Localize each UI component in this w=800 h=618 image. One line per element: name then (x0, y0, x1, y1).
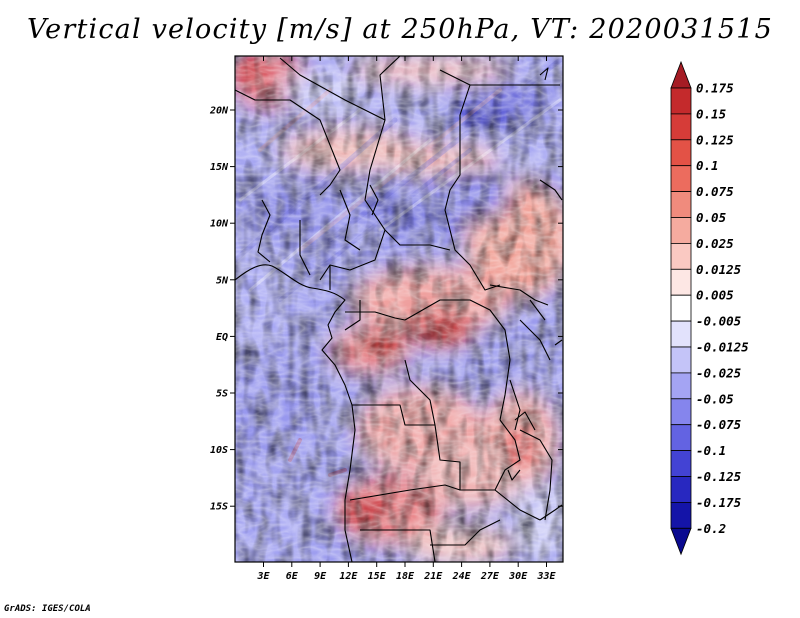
colorbar-label: 0.125 (696, 132, 734, 147)
colorbar-label: -0.175 (696, 495, 742, 510)
lon-tick-label: 12E (339, 571, 358, 582)
colorbar-segment (670, 217, 692, 244)
colorbar-label: 0.025 (696, 236, 734, 251)
colorbar-label: 0.05 (696, 210, 727, 225)
colorbar-label: -0.125 (696, 469, 742, 484)
lat-tick-label: EQ (216, 332, 228, 343)
lon-tick-label: 6E (286, 571, 299, 582)
colorbar-label: -0.005 (696, 314, 742, 329)
lat-tick-label: 15S (210, 502, 228, 513)
latitude-axis: 20N 15N 10N 5N EQ 5S 10S 15S (209, 106, 563, 513)
colorbar-label: 0.15 (696, 106, 727, 121)
lat-tick-label: 5N (216, 275, 229, 286)
colorbar-bottom-arrow (670, 527, 692, 556)
lon-tick-label: 21E (423, 571, 443, 582)
colorbar-label: 0.0125 (696, 262, 742, 277)
colorbar-label: 0.075 (696, 184, 734, 199)
colorbar-segment (670, 372, 692, 400)
lat-tick-label: 20N (209, 106, 229, 117)
colorbar-segment (670, 139, 692, 167)
lon-tick-label: 27E (480, 571, 500, 582)
colorbar-label: 0.1 (696, 158, 719, 173)
colorbar-segment (670, 346, 692, 374)
colorbar-segment (670, 191, 692, 218)
map-frame (234, 55, 564, 563)
colorbar-label: 0.005 (696, 288, 734, 303)
lat-tick-label: 10S (210, 445, 228, 456)
lon-tick-label: 18E (396, 571, 415, 582)
lon-tick-label: 30E (508, 571, 528, 582)
colorbar: 0.175 0.15 0.125 0.1 0.075 0.05 0.025 0.0125 0.0… (670, 60, 749, 556)
colorbar-segment (670, 398, 692, 426)
colorbar-label: 0.175 (696, 81, 734, 96)
colorbar-segment (670, 268, 692, 296)
lon-tick-label: 3E (256, 571, 270, 582)
lon-tick-label: 33E (536, 571, 556, 582)
lat-tick-label: 5S (216, 389, 228, 400)
colorbar-label: -0.075 (696, 417, 742, 432)
longitude-axis: 3E 6E 9E 12E 15E 18E 21E 24E 27E 30E 33E (256, 56, 557, 582)
colorbar-label: -0.2 (696, 521, 726, 536)
country-borders (235, 56, 563, 562)
lat-tick-label: 15N (210, 162, 229, 173)
colorbar-segment (670, 113, 692, 141)
colorbar-segment (670, 450, 692, 477)
lat-tick-label: 10N (210, 219, 229, 230)
grads-credit: GrADS: IGES/COLA (4, 604, 91, 614)
colorbar-segment (670, 320, 692, 348)
colorbar-label: -0.05 (696, 391, 734, 406)
colorbar-label: -0.1 (696, 443, 726, 458)
colorbar-segment (670, 165, 692, 192)
colorbar-segment (670, 424, 692, 452)
colorbar-segment (670, 242, 692, 270)
colorbar-segment (670, 294, 692, 322)
colorbar-label: -0.025 (696, 365, 742, 380)
colorbar-segment (670, 87, 692, 115)
figure-title: Vertical velocity [m/s] at 250hPa, VT: 2… (26, 14, 774, 45)
lon-tick-label: 9E (314, 571, 327, 582)
colorbar-top-arrow (670, 60, 692, 89)
colorbar-segment (670, 501, 692, 529)
velocity-field (235, 56, 563, 562)
colorbar-segment (670, 476, 692, 503)
colorbar-label: -0.0125 (696, 340, 749, 355)
lon-tick-label: 15E (368, 571, 387, 582)
lon-tick-label: 24E (452, 571, 472, 582)
